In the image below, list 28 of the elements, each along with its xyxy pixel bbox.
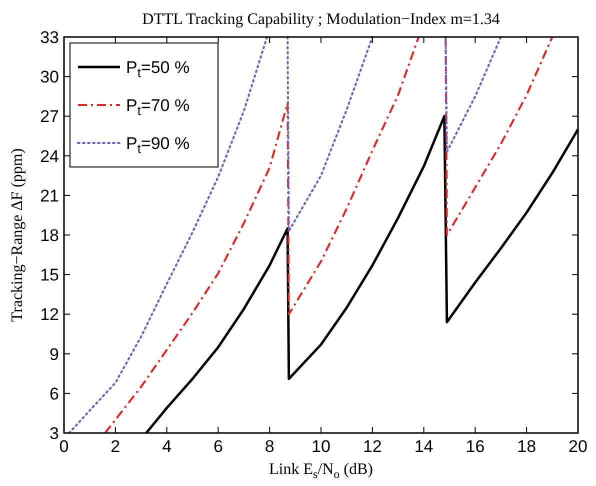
x-tick-label: 4 [162,437,172,456]
y-axis-title: Tracking−Range ΔF (ppm) [9,148,26,322]
x-tick-label: 8 [264,437,274,456]
legend-label: P$_{t}$=70 % [126,96,190,118]
y-tick-label: 30 [40,68,59,87]
y-tick-label: 21 [40,186,59,206]
x-tick-label: 14 [414,437,434,456]
y-tick-label: 3 [50,424,59,443]
y-tick-label: 24 [40,146,59,166]
y-tick-label: 33 [40,28,59,47]
x-axis-title: Link E$_{s}$/N$_{o}$ (dB) [269,461,373,481]
x-tick-label: 16 [466,437,485,456]
y-tick-label: 15 [40,266,59,285]
x-tick-label: 12 [362,437,382,456]
x-tick-label: 10 [312,437,330,456]
legend-label: P$_{t}$=50 % [126,58,190,80]
y-tick-label: 18 [40,226,59,245]
x-tick-label: 2 [110,437,120,456]
x-tick-label: 18 [517,437,536,456]
y-tick-label: 6 [50,384,59,404]
legend-label: P$_{t}$=90 % [126,134,190,156]
x-tick-label: 0 [59,437,69,456]
y-tick-label: 27 [40,107,59,126]
y-tick-label: 12 [40,305,59,324]
x-tick-label: 6 [213,437,223,456]
y-tick-label: 9 [50,344,59,364]
chart-title: DTTL Tracking Capability ; Modulation−Index m=1.34 [142,11,500,28]
x-tick-label: 20 [568,437,588,456]
